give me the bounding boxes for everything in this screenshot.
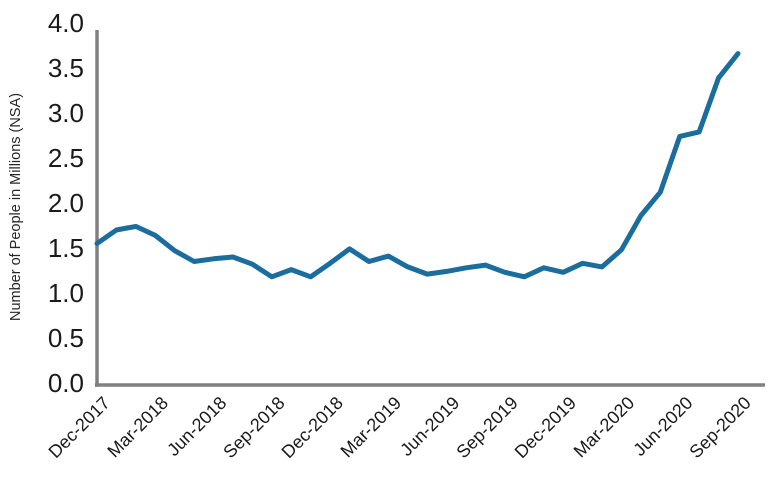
x-tick-label: Dec-2019 (511, 393, 580, 462)
x-axis-tick-labels: Dec-2017Mar-2018Jun-2018Sep-2018Dec-2018… (44, 393, 754, 462)
y-tick-label: 0.0 (48, 368, 84, 398)
y-axis-tick-labels: 0.0 0.5 1.0 1.5 2.0 2.5 3.0 3.5 4.0 (48, 8, 84, 398)
y-tick-label: 0.5 (48, 323, 84, 353)
x-tick-label: Dec-2018 (278, 393, 347, 462)
x-tick-label: Sep-2019 (452, 393, 521, 462)
axes (95, 30, 765, 387)
x-tick-label: Mar-2019 (337, 393, 406, 462)
y-tick-label: 2.0 (48, 188, 84, 218)
y-axis-title: Number of People in Millions (NSA) (8, 93, 24, 321)
y-tick-label: 1.0 (48, 278, 84, 308)
y-tick-label: 3.5 (48, 53, 84, 83)
x-tick-label: Sep-2018 (219, 393, 288, 462)
x-tick-label: Dec-2017 (44, 393, 113, 462)
data-line-series (94, 51, 741, 280)
y-tick-label: 1.5 (48, 233, 84, 263)
x-tick-label: Mar-2018 (103, 393, 172, 462)
y-tick-label: 4.0 (48, 8, 84, 38)
y-tick-label: 2.5 (48, 143, 84, 173)
x-tick-label: Sep-2020 (685, 393, 754, 462)
y-tick-label: 3.0 (48, 98, 84, 128)
x-tick-label: Mar-2020 (570, 393, 639, 462)
